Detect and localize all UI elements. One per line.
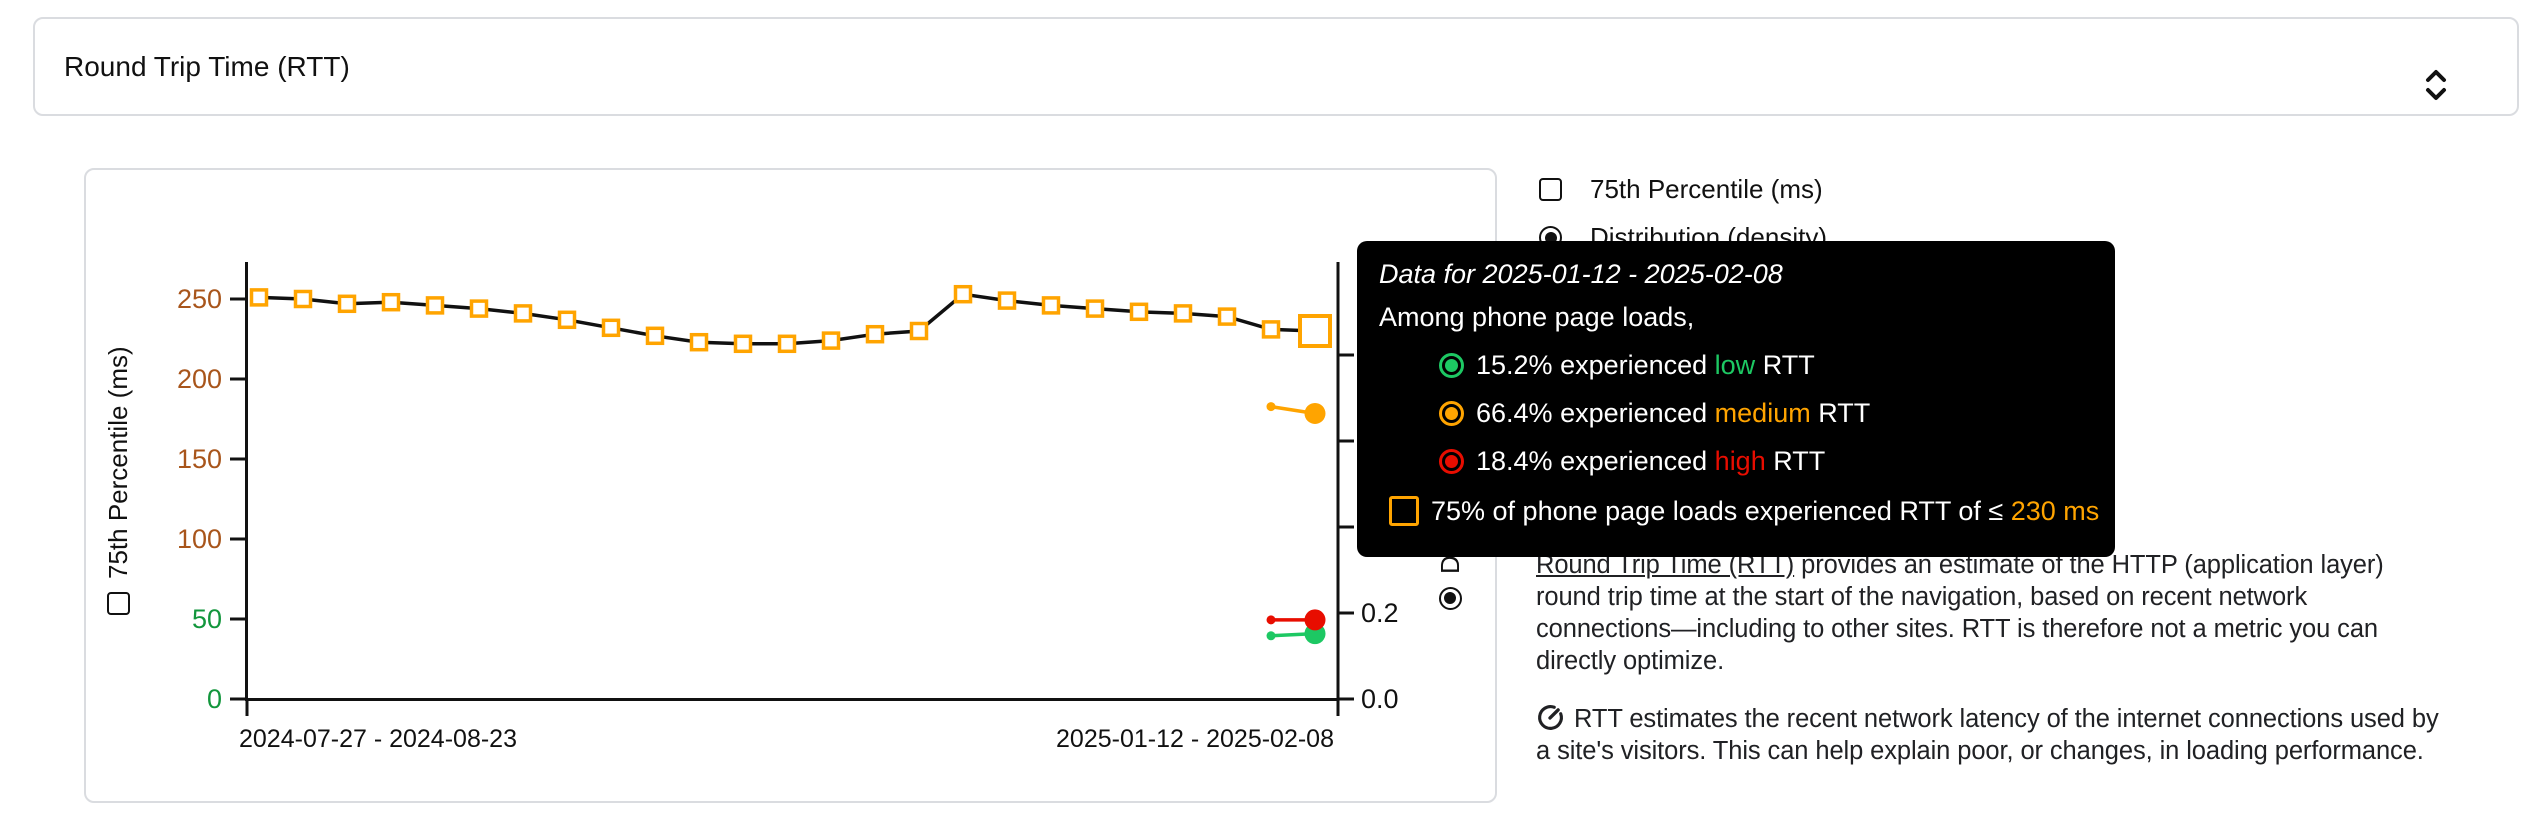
svg-text:100: 100 <box>177 524 222 554</box>
tooltip-row-medium: 66.4% experienced medium RTT <box>1379 389 2093 437</box>
left-axis-title: 75th Percentile (ms) <box>102 275 133 615</box>
p75-text: 75% of phone page loads experienced RTT … <box>1431 495 2011 526</box>
svg-text:2025-01-12 - 2025-02-08: 2025-01-12 - 2025-02-08 <box>1056 725 1334 753</box>
description-para-2: RTT estimates the recent network latency… <box>1536 705 2439 765</box>
svg-text:200: 200 <box>177 364 222 394</box>
tooltip-title: Data for 2025-01-12 - 2025-02-08 <box>1379 259 1783 289</box>
gauge-icon <box>1538 705 1563 730</box>
metric-dropdown[interactable]: Round Trip Time (RTT) <box>33 17 2519 116</box>
tooltip-row-low: 15.2% experienced low RTT <box>1379 341 2093 389</box>
low-rating-icon <box>1439 352 1464 378</box>
metric-description: Round Trip Time (RTT) provides an estima… <box>1536 549 2441 767</box>
percentile-checkbox[interactable] <box>1539 178 1562 201</box>
unfold-more-icon <box>2426 70 2446 100</box>
chart-tooltip: Data for 2025-01-12 - 2025-02-08 Among p… <box>1357 241 2115 557</box>
legend-item-percentile[interactable]: 75th Percentile (ms) <box>1539 174 1827 205</box>
tooltip-row-high: 18.4% experienced high RTT <box>1379 437 2093 485</box>
high-rating-word: high <box>1714 445 1766 476</box>
distribution-axis-radio-icon[interactable] <box>1438 587 1462 610</box>
tooltip-rating-rows: 15.2% experienced low RTT 66.4% experien… <box>1379 341 2093 485</box>
svg-text:2024-07-27 - 2024-08-23: 2024-07-27 - 2024-08-23 <box>239 725 517 753</box>
tooltip-p75-row: 75% of phone page loads experienced RTT … <box>1379 485 2099 537</box>
high-rating-icon <box>1439 448 1464 474</box>
svg-text:250: 250 <box>177 284 222 314</box>
svg-text:0.2: 0.2 <box>1361 598 1399 628</box>
tooltip-subtitle: Among phone page loads, <box>1379 302 1695 332</box>
metric-dropdown-value: Round Trip Time (RTT) <box>64 50 350 82</box>
medium-rating-icon <box>1439 400 1464 426</box>
percentile-axis-checkbox-icon[interactable] <box>106 592 130 615</box>
left-axis-title-label: 75th Percentile (ms) <box>102 346 133 579</box>
percentile-checkbox-label: 75th Percentile (ms) <box>1590 174 1823 204</box>
p75-square-icon <box>1389 496 1419 526</box>
high-pct: 18.4% <box>1476 445 1553 476</box>
svg-text:0: 0 <box>207 684 222 714</box>
medium-pct: 66.4% <box>1476 397 1553 428</box>
svg-text:0.0: 0.0 <box>1361 684 1399 714</box>
low-rating-word: low <box>1714 349 1756 380</box>
chart-card <box>84 168 1497 803</box>
description-para-1: Round Trip Time (RTT) provides an estima… <box>1536 551 2384 675</box>
svg-text:50: 50 <box>192 604 222 634</box>
p75-value: 230 ms <box>2010 495 2100 526</box>
medium-rating-word: medium <box>1714 397 1811 428</box>
svg-text:150: 150 <box>177 444 222 474</box>
low-pct: 15.2% <box>1476 349 1553 380</box>
